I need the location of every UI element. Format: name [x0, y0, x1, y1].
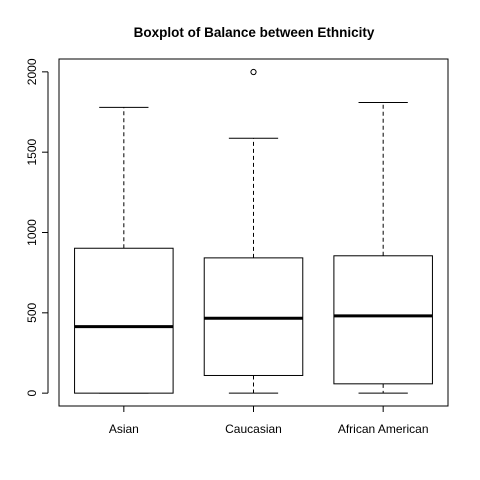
- boxes-layer: [74, 68, 433, 394]
- y-tick-label: 0: [25, 389, 39, 396]
- y-tick-label: 2000: [25, 58, 39, 85]
- iqr-box: [333, 255, 433, 385]
- y-tick-label: 500: [25, 302, 39, 322]
- outlier-point: [250, 68, 257, 76]
- box-1: [74, 106, 174, 394]
- chart-title: Boxplot of Balance between Ethnicity: [134, 25, 375, 40]
- y-axis: 0 500 1000 1500 2000: [25, 58, 49, 396]
- plot-frame: [58, 58, 449, 407]
- x-tick-label: African American: [338, 422, 429, 436]
- iqr-box: [74, 247, 174, 394]
- iqr-box: [203, 257, 304, 376]
- y-tick-label: 1500: [25, 139, 39, 166]
- x-tick-label: Caucasian: [225, 422, 282, 436]
- box-3: [333, 102, 433, 394]
- x-tick-label: Asian: [109, 422, 139, 436]
- y-tick-label: 1000: [25, 219, 39, 246]
- box-2: [203, 68, 304, 394]
- x-axis-labels: Asian Caucasian African American: [109, 406, 429, 436]
